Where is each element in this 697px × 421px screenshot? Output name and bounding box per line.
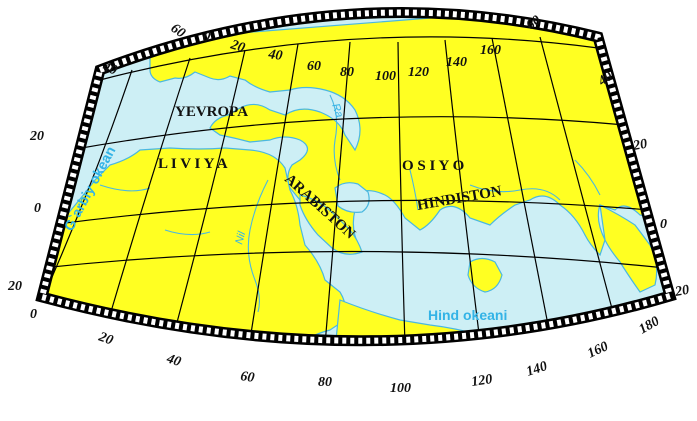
river-ganges <box>469 184 561 201</box>
lat-right-label: 20 <box>631 137 648 154</box>
meridian-40 <box>174 49 246 331</box>
label-volga-river: Ra <box>329 102 345 119</box>
meridian-140 <box>491 37 551 336</box>
meridian-160 <box>539 36 616 321</box>
lon-top-label: 100 <box>375 69 396 84</box>
lat-left-label: 20 <box>29 129 44 144</box>
caspian-sea <box>334 182 370 213</box>
frame-outer <box>35 7 677 347</box>
lon-bottom-label: 140 <box>525 359 550 380</box>
map-frame <box>35 7 677 347</box>
lon-bottom-label: 180 <box>637 314 663 337</box>
lon-top-label: 60 <box>307 59 321 74</box>
meridian-100 <box>397 41 406 341</box>
lon-bottom-label: 60 <box>239 369 255 386</box>
lon-bottom-label: 40 <box>164 351 183 370</box>
river-volga <box>329 94 341 181</box>
parallel-20n <box>69 116 626 151</box>
river-libya-2 <box>164 229 211 236</box>
lon-bottom-label: 120 <box>470 372 493 390</box>
lat-right-label: 20 <box>673 283 690 300</box>
lat-left-label: 0 <box>34 201 41 216</box>
lon-bottom-label: 160 <box>585 339 610 361</box>
river-east <box>574 159 601 196</box>
lon-bottom-label: 20 <box>96 329 115 348</box>
landmass-east-asia <box>599 203 658 293</box>
lon-top-label: 120 <box>408 65 429 80</box>
lat-right-label: 40 <box>595 69 616 90</box>
label-osiyo: O S I Y O <box>402 158 464 174</box>
meridian-80 <box>324 41 351 341</box>
lat-left-label: 20 <box>7 279 22 294</box>
latitude-labels-left: 40 20 0 20 <box>7 59 119 294</box>
landmass-eurasia <box>149 12 661 257</box>
lon-top-label: 0 <box>201 29 212 45</box>
lat-left-label: 40 <box>100 59 119 78</box>
parallel-40n <box>99 36 599 81</box>
parallel-20s <box>42 250 666 269</box>
latitude-labels-right: 40 20 0 20 <box>595 69 691 300</box>
lon-top-label: 20 <box>228 37 247 56</box>
river-libya-1 <box>99 184 151 192</box>
meridian-120 <box>444 39 481 341</box>
lon-bottom-label: 0 <box>30 307 37 322</box>
rivers <box>99 94 601 313</box>
lat-right-label: 0 <box>660 217 667 232</box>
meridian-60 <box>249 43 299 341</box>
lon-top-label: 140 <box>446 55 467 70</box>
lon-bottom-label: 80 <box>318 375 332 390</box>
lon-top-label: 160 <box>480 43 501 58</box>
label-yevropa: YEVROPA <box>175 104 248 120</box>
label-liviya: L I V I Y A <box>158 156 228 172</box>
graticule <box>42 36 666 341</box>
label-nile-river: Nil <box>233 230 248 246</box>
parallel-0 <box>49 199 651 226</box>
meridian-0 <box>42 69 133 301</box>
meridian-20 <box>109 57 191 316</box>
lon-bottom-label: 100 <box>390 381 411 396</box>
label-indian-ocean: Hind okeani <box>428 307 507 323</box>
lon-top-label: 80 <box>340 65 354 80</box>
longitude-labels-top: 60 0 20 40 60 80 100 120 140 160 60 <box>168 13 544 84</box>
lon-top-label: 40 <box>266 47 283 64</box>
longitude-labels-bottom: 0 20 40 60 80 100 120 140 160 180 <box>30 307 662 396</box>
river-indus <box>409 169 419 211</box>
